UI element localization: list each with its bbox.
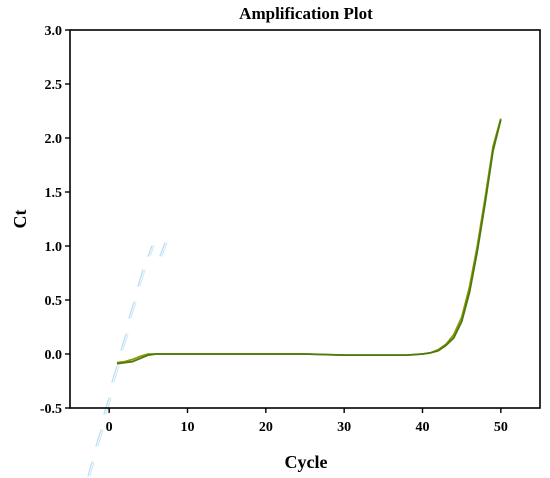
x-axis-label: Cycle — [285, 452, 328, 472]
watermark-stroke — [159, 242, 166, 257]
watermark-stroke — [105, 397, 112, 415]
x-tick-label: 50 — [494, 420, 508, 435]
watermark-stroke — [130, 301, 137, 319]
watermark-stroke — [87, 461, 93, 477]
y-tick-label: 0.0 — [45, 348, 63, 363]
plot-area: 0 10 20 30 40 50 -0.5 0.0 0.5 1.0 1.5 2.0 2.5 3.0 — [40, 24, 541, 435]
plot-frame — [69, 29, 541, 409]
y-tick-label: -0.5 — [40, 402, 62, 417]
watermark-stroke — [149, 245, 155, 257]
watermark-stroke — [139, 269, 146, 287]
x-tick-label: 40 — [416, 420, 430, 435]
watermark-stroke — [122, 333, 129, 351]
series-line-2 — [116, 119, 502, 365]
watermark-stroke — [161, 242, 168, 257]
watermark-stroke — [128, 301, 135, 319]
y-tick-label: 0.5 — [45, 294, 63, 309]
y-tick-label: 2.5 — [45, 78, 63, 93]
watermark-stroke — [97, 429, 104, 447]
x-tick-label: 30 — [337, 420, 351, 435]
watermark — [87, 242, 168, 477]
x-tick-label: 10 — [181, 420, 195, 435]
watermark-stroke — [95, 429, 102, 447]
x-ticks: 0 10 20 30 40 50 — [106, 408, 508, 435]
watermark-stroke — [89, 461, 95, 477]
x-tick-label: 20 — [259, 420, 273, 435]
y-ticks: -0.5 0.0 0.5 1.0 1.5 2.0 2.5 3.0 — [40, 24, 70, 417]
watermark-stroke — [113, 365, 120, 383]
watermark-stroke — [120, 333, 127, 351]
watermark-stroke — [103, 397, 110, 415]
series-lines — [116, 118, 502, 365]
watermark-stroke — [137, 269, 144, 287]
y-tick-label: 3.0 — [45, 24, 63, 39]
y-tick-label: 1.0 — [45, 240, 63, 255]
watermark-stroke — [147, 245, 153, 257]
watermark-stroke — [111, 365, 118, 383]
x-tick-label: 0 — [106, 420, 113, 435]
series-line-1 — [116, 118, 502, 364]
y-axis-label: Ct — [10, 210, 30, 229]
y-tick-label: 1.5 — [45, 186, 63, 201]
y-tick-label: 2.0 — [45, 132, 63, 147]
chart-title: Amplification Plot — [239, 4, 373, 23]
